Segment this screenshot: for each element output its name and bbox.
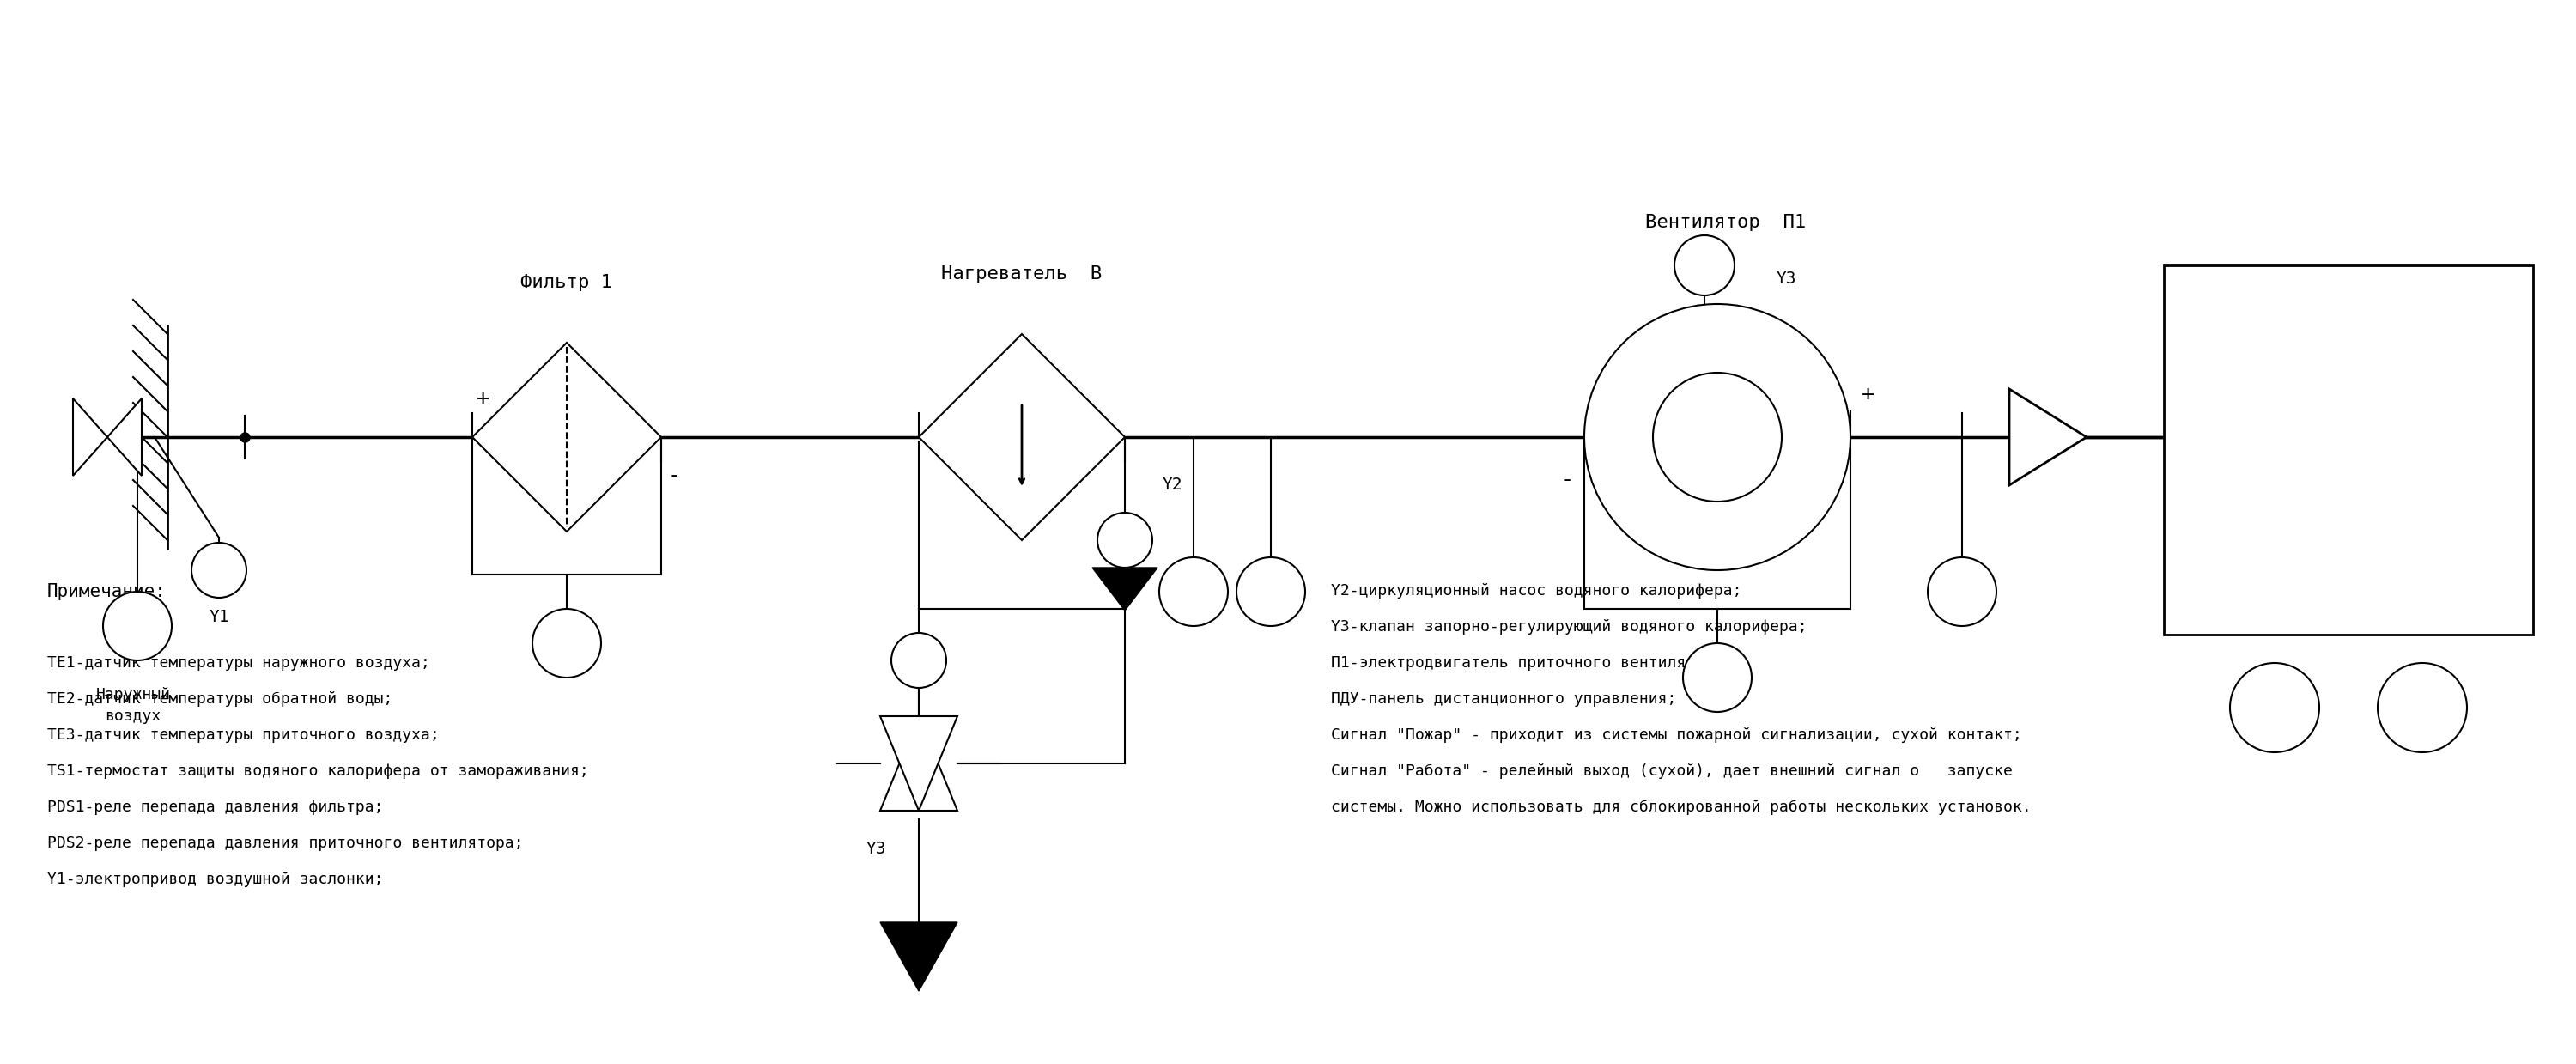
Polygon shape [1092, 567, 1157, 611]
Circle shape [1159, 558, 1229, 626]
Circle shape [533, 609, 600, 678]
Text: Наружный: Наружный [95, 687, 170, 702]
Text: PDS1: PDS1 [549, 635, 585, 651]
Text: ПОЖАР: ПОЖАР [2401, 700, 2445, 715]
Text: системы. Можно использовать для сблокированной работы нескольких установок.: системы. Можно использовать для сблокиро… [1332, 799, 2032, 815]
Circle shape [2378, 663, 2468, 752]
Text: Сигнал "Работа" - релейный выход (сухой), дает внешний сигнал о   запуске: Сигнал "Работа" - релейный выход (сухой)… [1332, 764, 2012, 779]
Text: PDS2-реле перепада давления приточного вентилятора;: PDS2-реле перепада давления приточного в… [46, 835, 523, 851]
Polygon shape [471, 343, 662, 532]
Circle shape [191, 543, 247, 598]
Text: Y3: Y3 [866, 842, 886, 858]
Text: Y3-клапан запорно-регулирующий водяного калорифера;: Y3-клапан запорно-регулирующий водяного … [1332, 619, 1808, 634]
Circle shape [1584, 304, 1850, 570]
Text: TS1: TS1 [1257, 584, 1285, 599]
Polygon shape [2009, 389, 2087, 485]
Circle shape [1236, 558, 1306, 626]
Text: воздух: воздух [106, 709, 162, 724]
Bar [2164, 265, 2532, 634]
Text: Y2-циркуляционный насос водяного калорифера;: Y2-циркуляционный насос водяного калориф… [1332, 583, 1741, 599]
Text: П1-электродвигатель приточного вентилятора;: П1-электродвигатель приточного вентилято… [1332, 655, 1734, 670]
Text: ТЕЗ: ТЕЗ [1947, 584, 1976, 599]
Circle shape [1654, 372, 1783, 501]
Circle shape [1097, 513, 1151, 567]
Text: -: - [1561, 469, 1574, 491]
Polygon shape [881, 716, 958, 811]
Circle shape [891, 633, 945, 687]
Text: ПДУ: ПДУ [2259, 699, 2290, 716]
Circle shape [1674, 235, 1734, 296]
Text: ТЕЗ-датчик температуры приточного воздуха;: ТЕЗ-датчик температуры приточного воздух… [46, 728, 440, 743]
Text: ТЕ2-датчик температуры обратной воды;: ТЕ2-датчик температуры обратной воды; [46, 692, 392, 706]
Text: ТЕ1-датчик температуры наружного воздуха;: ТЕ1-датчик температуры наружного воздуха… [46, 655, 430, 670]
Text: Y3: Y3 [1775, 270, 1795, 286]
Text: ТЕ2: ТЕ2 [1180, 584, 1208, 599]
Text: PDS2: PDS2 [1700, 670, 1734, 685]
Polygon shape [881, 716, 958, 811]
Polygon shape [108, 398, 142, 476]
Text: -: - [667, 465, 680, 486]
Text: PDS1-реле перепада давления фильтра;: PDS1-реле перепада давления фильтра; [46, 799, 384, 815]
Text: Фильтр 1: Фильтр 1 [520, 273, 613, 292]
Circle shape [2231, 663, 2318, 752]
Text: M: M [214, 562, 224, 579]
Text: ТЕ1: ТЕ1 [124, 618, 152, 634]
Text: Y1-электропривод воздушной заслонки;: Y1-электропривод воздушной заслонки; [46, 871, 384, 887]
Text: +: + [1860, 384, 1873, 404]
Text: +: + [477, 388, 489, 409]
Polygon shape [881, 922, 958, 991]
Text: UZ: UZ [1695, 257, 1713, 273]
Text: M: M [912, 652, 925, 669]
Text: Сигнал "Пожар" - приходит из системы пожарной сигнализации, сухой контакт;: Сигнал "Пожар" - приходит из системы пож… [1332, 728, 2022, 743]
Text: TS1-термостат защиты водяного калорифера от замораживания;: TS1-термостат защиты водяного калорифера… [46, 764, 590, 779]
Polygon shape [72, 398, 108, 476]
Text: ПДУ-панель дистанционного управления;: ПДУ-панель дистанционного управления; [1332, 692, 1677, 706]
Polygon shape [920, 334, 1126, 541]
Text: Y1: Y1 [209, 610, 229, 626]
Text: Нагреватель  В: Нагреватель В [940, 265, 1103, 283]
Circle shape [1927, 558, 1996, 626]
Circle shape [103, 592, 173, 661]
Text: Обслуживаемое: Обслуживаемое [2275, 360, 2424, 378]
Text: Y2: Y2 [1162, 477, 1182, 493]
Text: M: M [1118, 532, 1131, 549]
Circle shape [1682, 644, 1752, 712]
Text: Примечание:: Примечание: [46, 583, 167, 600]
Text: помещения: помещения [2298, 404, 2401, 421]
Text: Вентилятор  П1: Вентилятор П1 [1646, 214, 1806, 231]
